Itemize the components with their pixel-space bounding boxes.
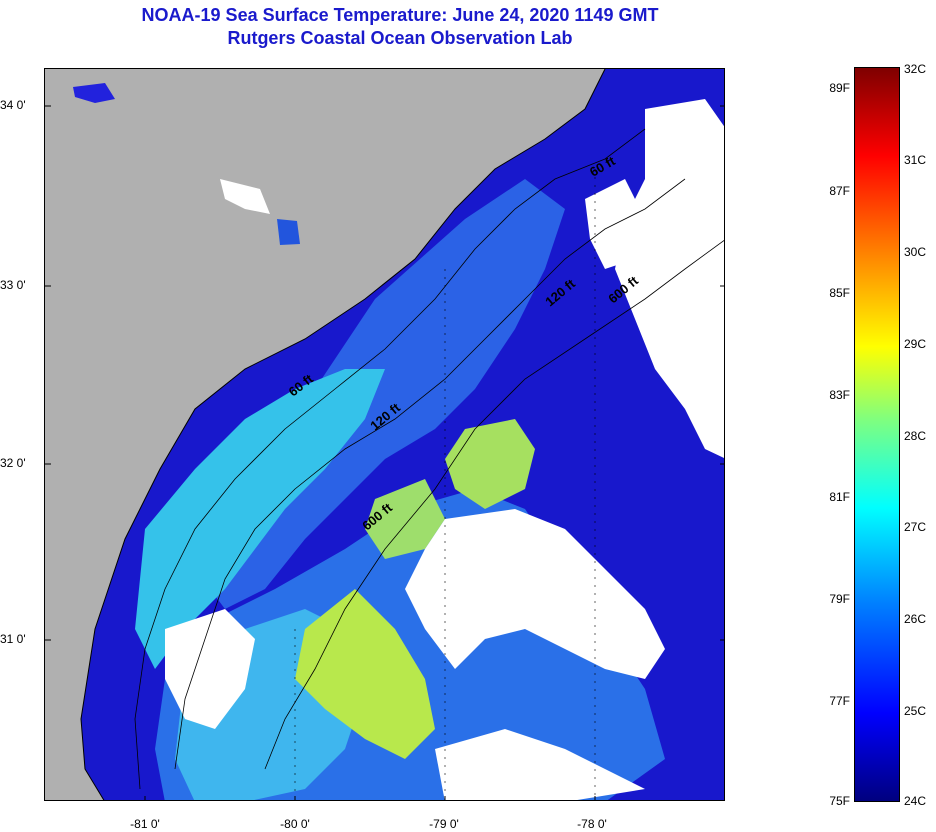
lon-label-78: -78 0' bbox=[577, 817, 607, 831]
warm-water-patch-north bbox=[445, 419, 535, 509]
colorbar-label-28c: 28C bbox=[904, 429, 927, 443]
coastline bbox=[80, 69, 606, 800]
contour-600ft bbox=[264, 239, 724, 770]
warm-water-patch-south bbox=[295, 589, 435, 759]
cyan-shelf-water bbox=[135, 369, 385, 669]
cloud-mask-east bbox=[615, 99, 724, 459]
lake-blob-3 bbox=[277, 219, 300, 245]
lat-label-31: 31 0' bbox=[0, 632, 26, 646]
colorbar-label-85f: 85F bbox=[829, 286, 850, 300]
colorbar-label-31c: 31C bbox=[904, 153, 927, 167]
graticule-dotted bbox=[294, 169, 596, 800]
cloud-mask-southwest bbox=[165, 609, 255, 729]
colorbar-label-25c: 25C bbox=[904, 704, 927, 718]
sst-map: 60 ft 120 ft 600 ft 60 ft 120 ft 600 ft bbox=[44, 68, 725, 801]
colorbar-label-30c: 30C bbox=[904, 245, 927, 259]
lon-label-79: -79 0' bbox=[429, 817, 459, 831]
lake-blob-1 bbox=[73, 83, 115, 103]
colorbar-label-81f: 81F bbox=[829, 490, 850, 504]
map-subtitle: Rutgers Coastal Ocean Observation Lab bbox=[227, 28, 573, 48]
colorbar-label-87f: 87F bbox=[829, 184, 850, 198]
map-title: NOAA-19 Sea Surface Temperature: June 24… bbox=[141, 5, 659, 25]
contour-60ft bbox=[134, 128, 646, 790]
lake-blob-2 bbox=[220, 179, 270, 214]
lon-label-81: -81 0' bbox=[130, 817, 160, 831]
sst-map-canvas: 60 ft 120 ft 600 ft 60 ft 120 ft 600 ft bbox=[45, 69, 724, 800]
lat-label-32: 32 0' bbox=[0, 456, 26, 470]
colorbar-label-32c: 32C bbox=[904, 62, 927, 76]
lon-label-80: -80 0' bbox=[280, 817, 310, 831]
lat-label-34: 34 0' bbox=[0, 98, 26, 112]
lat-label-33: 33 0' bbox=[0, 278, 26, 292]
colorbar-label-77f: 77F bbox=[829, 694, 850, 708]
cloud-mask-center bbox=[405, 509, 665, 679]
colorbar-label-27c: 27C bbox=[904, 520, 927, 534]
temperature-colorbar bbox=[854, 67, 900, 802]
colorbar-label-75f: 75F bbox=[829, 794, 850, 808]
colorbar-label-26c: 26C bbox=[904, 612, 927, 626]
colorbar-label-24c: 24C bbox=[904, 794, 927, 808]
contour-120ft bbox=[174, 178, 686, 770]
colorbar-label-29c: 29C bbox=[904, 337, 927, 351]
colorbar-label-89f: 89F bbox=[829, 81, 850, 95]
cloud-mask-south bbox=[435, 729, 645, 800]
colorbar-label-79f: 79F bbox=[829, 592, 850, 606]
warm-water-patch-mid bbox=[365, 479, 445, 559]
colorbar-label-83f: 83F bbox=[829, 388, 850, 402]
